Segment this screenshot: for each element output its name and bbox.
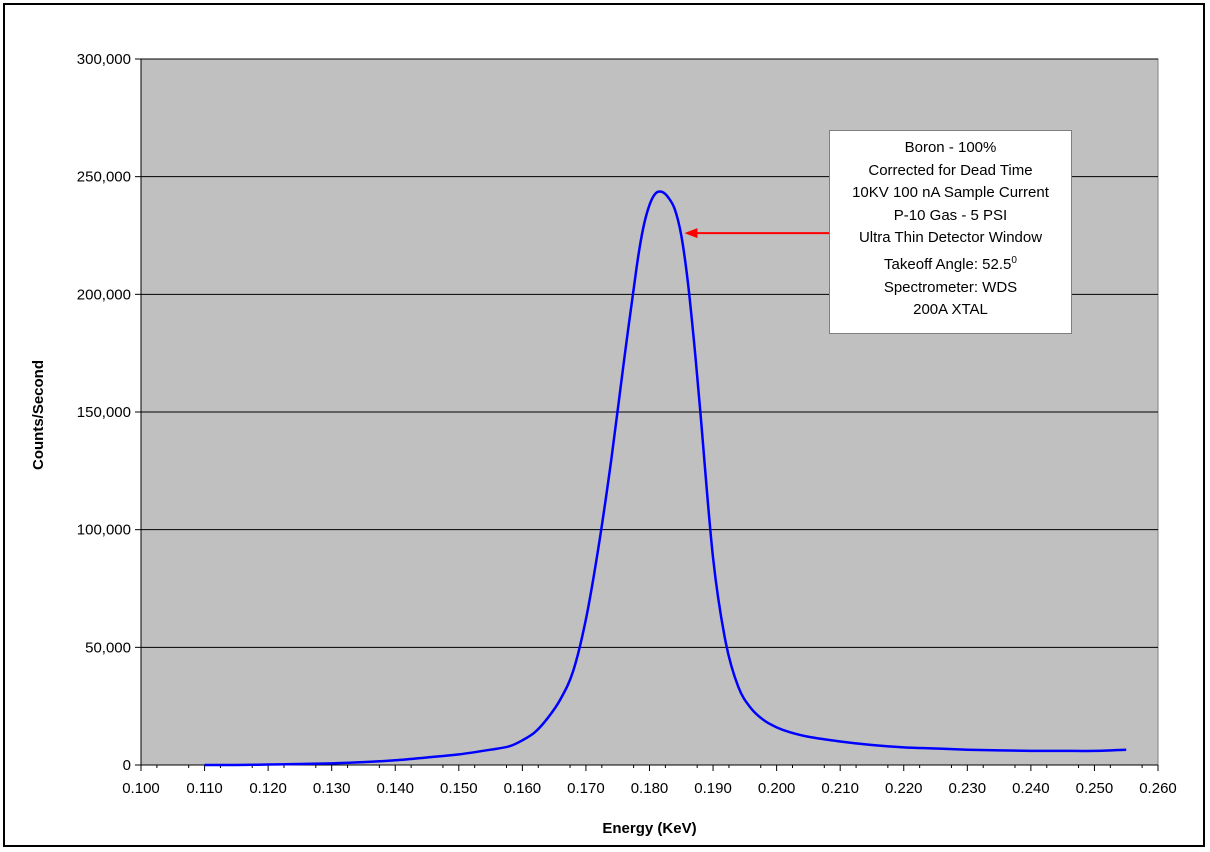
- y-tick-label: 200,000: [77, 286, 131, 303]
- x-tick-label: 0.250: [1076, 780, 1114, 797]
- x-tick-label: 0.170: [567, 780, 605, 797]
- x-tick-label: 0.240: [1012, 780, 1050, 797]
- annotation-line-2: Corrected for Dead Time: [868, 161, 1033, 179]
- x-tick-label: 0.220: [885, 780, 923, 797]
- annotation-line-1: Boron - 100%: [904, 139, 997, 156]
- x-tick-label: 0.100: [122, 780, 160, 797]
- x-tick-label: 0.130: [313, 780, 351, 797]
- x-tick-label: 0.200: [758, 780, 796, 797]
- tick-labels: 0 50,000 100,000 150,000 200,000 250,000 300,0…: [77, 51, 1177, 797]
- x-tick-label: 0.230: [949, 780, 987, 797]
- x-tick-label: 0.120: [249, 780, 287, 797]
- annotation-takeoff-text: Takeoff Angle: 52.5: [884, 255, 1012, 273]
- y-tick-label: 50,000: [85, 639, 131, 656]
- x-tick-label: 0.260: [1139, 780, 1177, 797]
- y-tick-label: 100,000: [77, 522, 131, 539]
- x-tick-label: 0.160: [504, 780, 542, 797]
- annotation-line-3: 10KV 100 nA Sample Current: [852, 184, 1049, 202]
- y-axis-title: Counts/Second: [30, 360, 47, 470]
- series-line: [204, 190, 1127, 767]
- x-tick-label: 0.150: [440, 780, 478, 797]
- annotation-arrow: [684, 228, 829, 239]
- x-axis-title: Energy (KeV): [602, 820, 696, 837]
- y-tick-label: 250,000: [77, 169, 131, 186]
- y-tick-label: 150,000: [77, 404, 131, 421]
- annotation-line-6: Takeoff Angle: 52.50: [830, 250, 1071, 277]
- arrow-head: [684, 228, 698, 239]
- x-tick-label: 0.140: [376, 780, 414, 797]
- annotation-line-7: Spectrometer: WDS: [883, 278, 1018, 296]
- x-tick-label: 0.210: [821, 780, 859, 797]
- annotation-superscript: 0: [1011, 254, 1017, 266]
- x-tick-label: 0.110: [186, 780, 222, 797]
- annotation-line-5: Ultra Thin Detector Window: [858, 229, 1043, 247]
- x-tick-label: 0.180: [631, 780, 669, 797]
- annotation-line-8: 200A XTAL: [913, 301, 988, 319]
- y-tick-label: 300,000: [77, 51, 131, 68]
- annotation-box: Boron - 100% Corrected for Dead Time 10K…: [829, 130, 1072, 334]
- x-tick-label: 0.190: [694, 780, 732, 797]
- y-tick-label: 0: [123, 757, 131, 774]
- annotation-line-4: P-10 Gas - 5 PSI: [893, 206, 1008, 224]
